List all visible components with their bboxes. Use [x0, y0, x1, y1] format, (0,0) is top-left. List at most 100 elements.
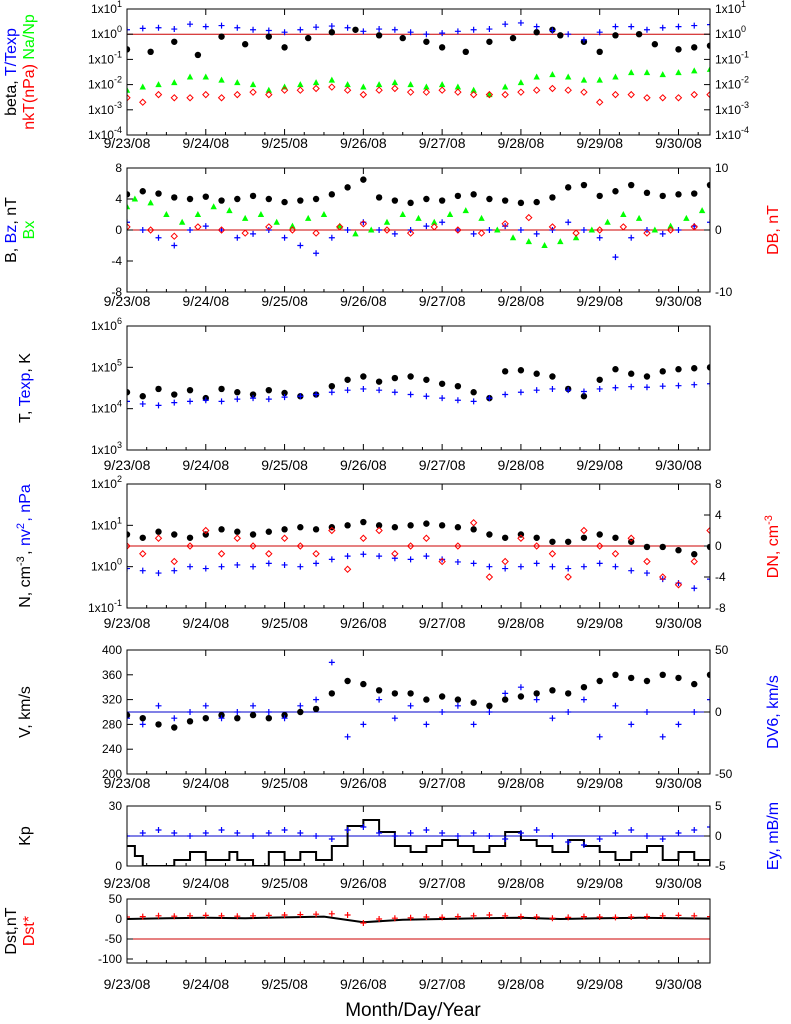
date-tick-label: 9/29/08: [576, 293, 623, 309]
data-point: [313, 696, 320, 703]
data-point: [194, 211, 202, 217]
data-point: [659, 543, 666, 551]
data-point: [517, 79, 525, 86]
data-point: [391, 550, 399, 558]
date-tick-label: 9/23/08: [104, 615, 151, 631]
data-point: [218, 33, 225, 40]
series-line: [127, 819, 710, 866]
data-point: [470, 526, 477, 533]
data-point: [470, 830, 477, 836]
data-point: [454, 83, 462, 90]
data-point: [612, 32, 619, 39]
data-point: [375, 522, 383, 529]
data-point: [218, 715, 225, 722]
data-point: [564, 538, 572, 545]
data-point: [281, 234, 288, 241]
data-point: [675, 191, 682, 198]
data-point: [454, 524, 462, 531]
date-tick-label: 9/25/08: [261, 615, 308, 631]
data-point: [297, 911, 304, 918]
date-tick-label: 9/23/08: [104, 135, 151, 151]
data-point: [218, 912, 225, 919]
data-point: [305, 34, 312, 42]
data-point: [533, 23, 540, 30]
data-point: [155, 570, 162, 577]
data-point: [375, 32, 383, 39]
data-point: [470, 230, 477, 237]
data-point: [265, 912, 272, 919]
data-point: [706, 90, 710, 99]
data-point: [344, 184, 351, 191]
y-tick-label: 1x10-1: [88, 598, 122, 615]
data-point: [313, 560, 320, 567]
data-point: [312, 705, 320, 713]
data-point: [439, 395, 446, 402]
data-point: [146, 226, 155, 234]
date-tick-label: 9/26/08: [340, 293, 387, 309]
data-point: [202, 702, 209, 709]
data-point: [280, 534, 289, 542]
data-point: [517, 199, 525, 207]
data-point: [202, 565, 209, 572]
data-point: [360, 920, 367, 926]
data-point: [328, 389, 335, 396]
data-point: [234, 715, 241, 722]
data-point: [643, 833, 650, 839]
data-point: [336, 223, 344, 231]
data-point: [352, 230, 359, 237]
data-point: [612, 366, 619, 373]
data-point: [297, 242, 304, 249]
y2-tick-label: 4: [715, 508, 722, 522]
data-point: [250, 230, 257, 237]
data-point: [359, 220, 368, 228]
y2-tick-label: 1x101: [715, 0, 746, 16]
data-point: [486, 395, 493, 402]
data-point: [328, 690, 336, 697]
data-point: [683, 214, 690, 221]
data-point: [297, 524, 304, 531]
date-tick-label: 9/29/08: [576, 875, 623, 891]
data-point: [501, 220, 509, 228]
plot-area: [127, 910, 710, 926]
data-point: [675, 912, 682, 919]
data-point: [218, 526, 225, 533]
data-point: [675, 547, 682, 554]
data-point: [155, 912, 162, 919]
data-point: [580, 563, 587, 570]
data-point: [139, 715, 146, 722]
data-point: [217, 550, 226, 558]
data-point: [509, 234, 517, 241]
data-point: [218, 827, 225, 833]
data-point: [470, 191, 477, 198]
data-point: [139, 25, 146, 32]
data-point: [155, 81, 162, 88]
date-tick-label: 9/26/08: [340, 976, 387, 992]
date-tick-label: 9/24/08: [182, 875, 229, 891]
y2-tick-label: -50: [715, 767, 733, 781]
data-point: [502, 690, 509, 697]
data-point: [666, 226, 675, 234]
data-point: [643, 189, 651, 196]
data-point: [470, 389, 477, 396]
data-point: [502, 912, 509, 919]
data-point: [446, 211, 454, 217]
data-point: [486, 702, 493, 709]
data-point: [707, 696, 710, 703]
data-point: [549, 563, 556, 570]
data-point: [127, 26, 130, 33]
data-point: [470, 26, 477, 33]
data-point: [250, 912, 257, 919]
data-point: [265, 528, 273, 535]
data-point: [659, 192, 666, 200]
data-point: [612, 384, 619, 391]
data-point: [565, 31, 572, 38]
data-point: [501, 534, 509, 541]
y-tick-label: 1x101: [91, 0, 122, 16]
y-axis-title: Kp: [17, 826, 34, 846]
data-point: [344, 827, 351, 833]
data-point: [186, 718, 194, 725]
data-point: [494, 226, 501, 233]
data-point: [139, 227, 146, 233]
data-point: [486, 709, 493, 715]
